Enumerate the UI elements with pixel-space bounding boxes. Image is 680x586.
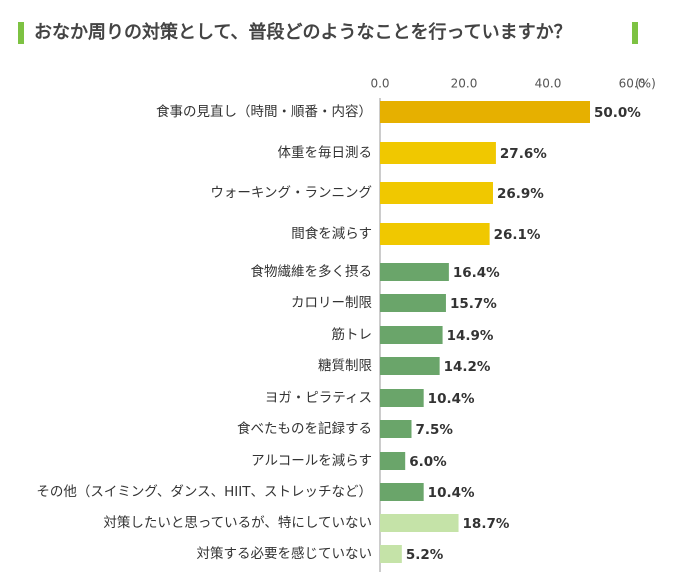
bar: [380, 263, 449, 281]
category-label: アルコールを減らす: [251, 452, 372, 469]
title-accent: [632, 22, 638, 44]
bar: [380, 389, 424, 407]
category-label: カロリー制限: [291, 295, 372, 311]
x-tick-label: 20.0: [451, 77, 478, 91]
bar: [380, 326, 443, 344]
value-label: 6.0%: [409, 454, 447, 470]
bar: [380, 545, 402, 563]
value-label: 5.2%: [406, 547, 444, 563]
bar: [380, 483, 424, 501]
bar: [380, 294, 446, 312]
category-label: 糖質制限: [318, 358, 372, 374]
value-label: 26.1%: [494, 227, 541, 243]
value-label: 27.6%: [500, 146, 547, 162]
value-label: 10.4%: [428, 485, 475, 501]
category-label: 食物繊維を多く摂る: [251, 263, 373, 280]
category-label: ヨガ・ピラティス: [265, 390, 372, 406]
category-label: 食べたものを記録する: [237, 420, 372, 437]
bar: [380, 223, 490, 245]
x-unit: (%): [635, 77, 656, 91]
category-label: ウォーキング・ランニング: [210, 185, 372, 201]
bar: [380, 420, 412, 438]
bar: [380, 142, 496, 164]
bar: [380, 101, 590, 123]
bar: [380, 182, 493, 204]
value-label: 15.7%: [450, 296, 497, 312]
value-label: 18.7%: [463, 516, 510, 532]
category-label: 対策したいと思っているが、特にしていない: [103, 514, 372, 531]
value-label: 50.0%: [594, 105, 641, 121]
category-label: 筋トレ: [332, 326, 373, 343]
category-label: その他（スイミング、ダンス、HIIT、ストレッチなど）: [36, 484, 372, 500]
value-label: 16.4%: [453, 265, 500, 281]
value-label: 7.5%: [416, 422, 454, 438]
x-tick-label: 0.0: [370, 77, 389, 91]
bar: [380, 514, 459, 532]
bar: [380, 452, 406, 470]
x-tick-label: 40.0: [535, 77, 562, 91]
chart-title: おなか周りの対策として、普段どのようなことを行っていますか？: [34, 21, 572, 43]
category-label: 食事の見直し（時間・順番・内容）: [156, 103, 372, 120]
value-label: 14.9%: [447, 328, 494, 344]
x-tick-label: 60.0: [619, 77, 646, 91]
title-accent: [18, 22, 24, 44]
category-label: 対策する必要を感じていない: [197, 545, 373, 562]
value-label: 26.9%: [497, 186, 544, 202]
bar: [380, 357, 440, 375]
category-label: 体重を毎日測る: [278, 145, 373, 161]
value-label: 10.4%: [428, 391, 475, 407]
value-label: 14.2%: [444, 359, 491, 375]
category-label: 間食を減らす: [291, 225, 372, 242]
